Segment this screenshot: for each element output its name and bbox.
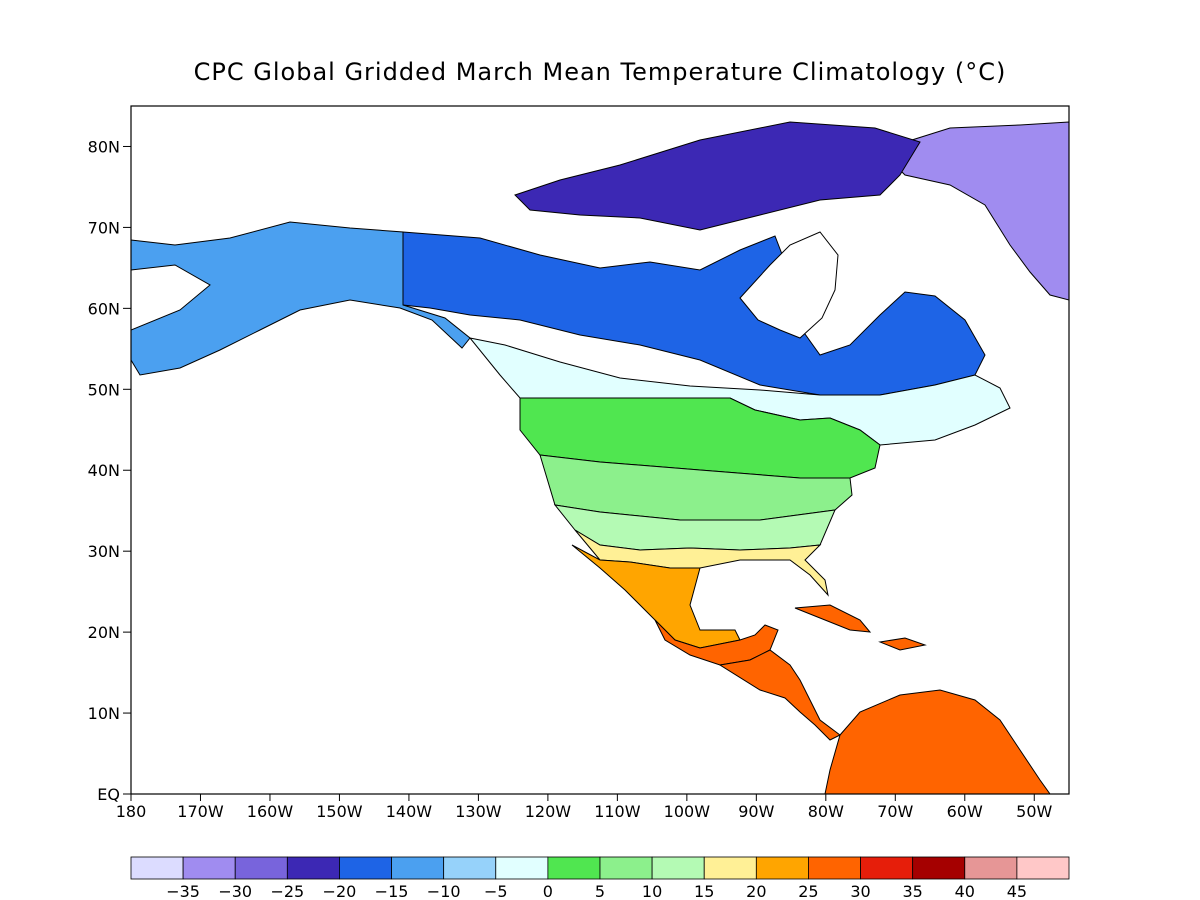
lat-tick-label: 60N — [88, 299, 120, 318]
lon-tick-label: 140W — [386, 802, 433, 821]
lon-tick-label: 160W — [247, 802, 294, 821]
lat-tick-label: 80N — [88, 137, 120, 156]
colorbar-label: 5 — [595, 882, 605, 900]
plot-frame — [130, 105, 1070, 795]
caribbean-islands — [794, 604, 927, 651]
colorbar-swatch — [495, 856, 549, 880]
central-america — [718, 649, 841, 741]
lat-tick-label: 40N — [88, 461, 120, 480]
colorbar-label: 20 — [746, 882, 766, 900]
colorbar-label: 10 — [642, 882, 662, 900]
colorbar-swatch — [808, 856, 861, 880]
lat-tick-label: EQ — [97, 785, 120, 804]
colorbar-swatch — [703, 856, 757, 880]
hudson-bay — [739, 231, 839, 339]
colorbar-swatch — [339, 856, 392, 880]
temperature-field — [131, 121, 1069, 794]
lon-tick-label: 130W — [455, 802, 502, 821]
colorbar-swatch — [182, 856, 236, 880]
lon-tick-label: 70W — [877, 802, 913, 821]
southern-mexico — [654, 619, 779, 666]
lon-tick-label: 110W — [594, 802, 641, 821]
colorbar-label: 45 — [1007, 882, 1027, 900]
canadian-arctic-archipelago — [514, 121, 921, 231]
colorbar-label: −5 — [484, 882, 508, 900]
lon-tick-label: 80W — [808, 802, 844, 821]
colorbar-swatch — [599, 856, 653, 880]
colorbar-swatch — [1016, 856, 1070, 880]
lon-tick-label: 60W — [947, 802, 983, 821]
lat-tick-label: 20N — [88, 623, 120, 642]
lat-tick-label: 50N — [88, 380, 120, 399]
longitude-axis: 180 170W 160W 150W 140W 130W 120W 110W 100W 90W 80… — [116, 794, 1053, 821]
latitude-axis: EQ 10N 20N 30N 40N 50N 60N 70N 80N — [88, 137, 131, 804]
northern-south-america — [824, 689, 1051, 794]
lon-tick-label: 100W — [664, 802, 711, 821]
colorbar-label: −10 — [427, 882, 461, 900]
colorbar-swatch — [912, 856, 966, 880]
colorbar-swatch — [547, 856, 601, 880]
colorbar-swatch — [130, 856, 184, 880]
lon-tick-label: 90W — [738, 802, 774, 821]
colorbar-label: 0 — [543, 882, 553, 900]
mexico — [571, 544, 741, 649]
colorbar-label: −15 — [375, 882, 409, 900]
greenland — [879, 121, 1069, 301]
colorbar-swatch — [286, 856, 340, 880]
colorbar-label: −20 — [323, 882, 357, 900]
colorbar-swatch — [651, 856, 705, 880]
colorbar-label: 35 — [902, 882, 922, 900]
lat-tick-label: 70N — [88, 218, 120, 237]
lon-tick-label: 170W — [177, 802, 224, 821]
lon-tick-label: 180 — [116, 802, 147, 821]
map-title: CPC Global Gridded March Mean Temperatur… — [193, 58, 1007, 86]
alaska — [131, 221, 471, 376]
lat-tick-label: 30N — [88, 542, 120, 561]
colorbar-label: 30 — [850, 882, 870, 900]
lon-tick-label: 120W — [525, 802, 572, 821]
colorbar-label: −35 — [166, 882, 200, 900]
colorbar-label: −25 — [270, 882, 304, 900]
colorbar-label: −30 — [218, 882, 252, 900]
colorbar-swatch — [234, 856, 288, 880]
colorbar-swatch — [443, 856, 497, 880]
colorbar-label: 15 — [694, 882, 714, 900]
northern-canada — [402, 231, 986, 396]
lat-tick-label: 10N — [88, 704, 120, 723]
lon-tick-label: 50W — [1016, 802, 1052, 821]
colorbar-swatch — [860, 856, 914, 880]
colorbar-label: 25 — [798, 882, 818, 900]
colorbar-swatch — [755, 856, 809, 880]
colorbar: −35 −30 −25 −20 −15 −10 −5 0 5 10 15 20 25 30 35 40 45 — [130, 856, 1070, 900]
colorbar-swatch — [964, 856, 1018, 880]
colorbar-swatch — [391, 856, 445, 880]
colorbar-label: 40 — [955, 882, 975, 900]
lon-tick-label: 150W — [316, 802, 363, 821]
